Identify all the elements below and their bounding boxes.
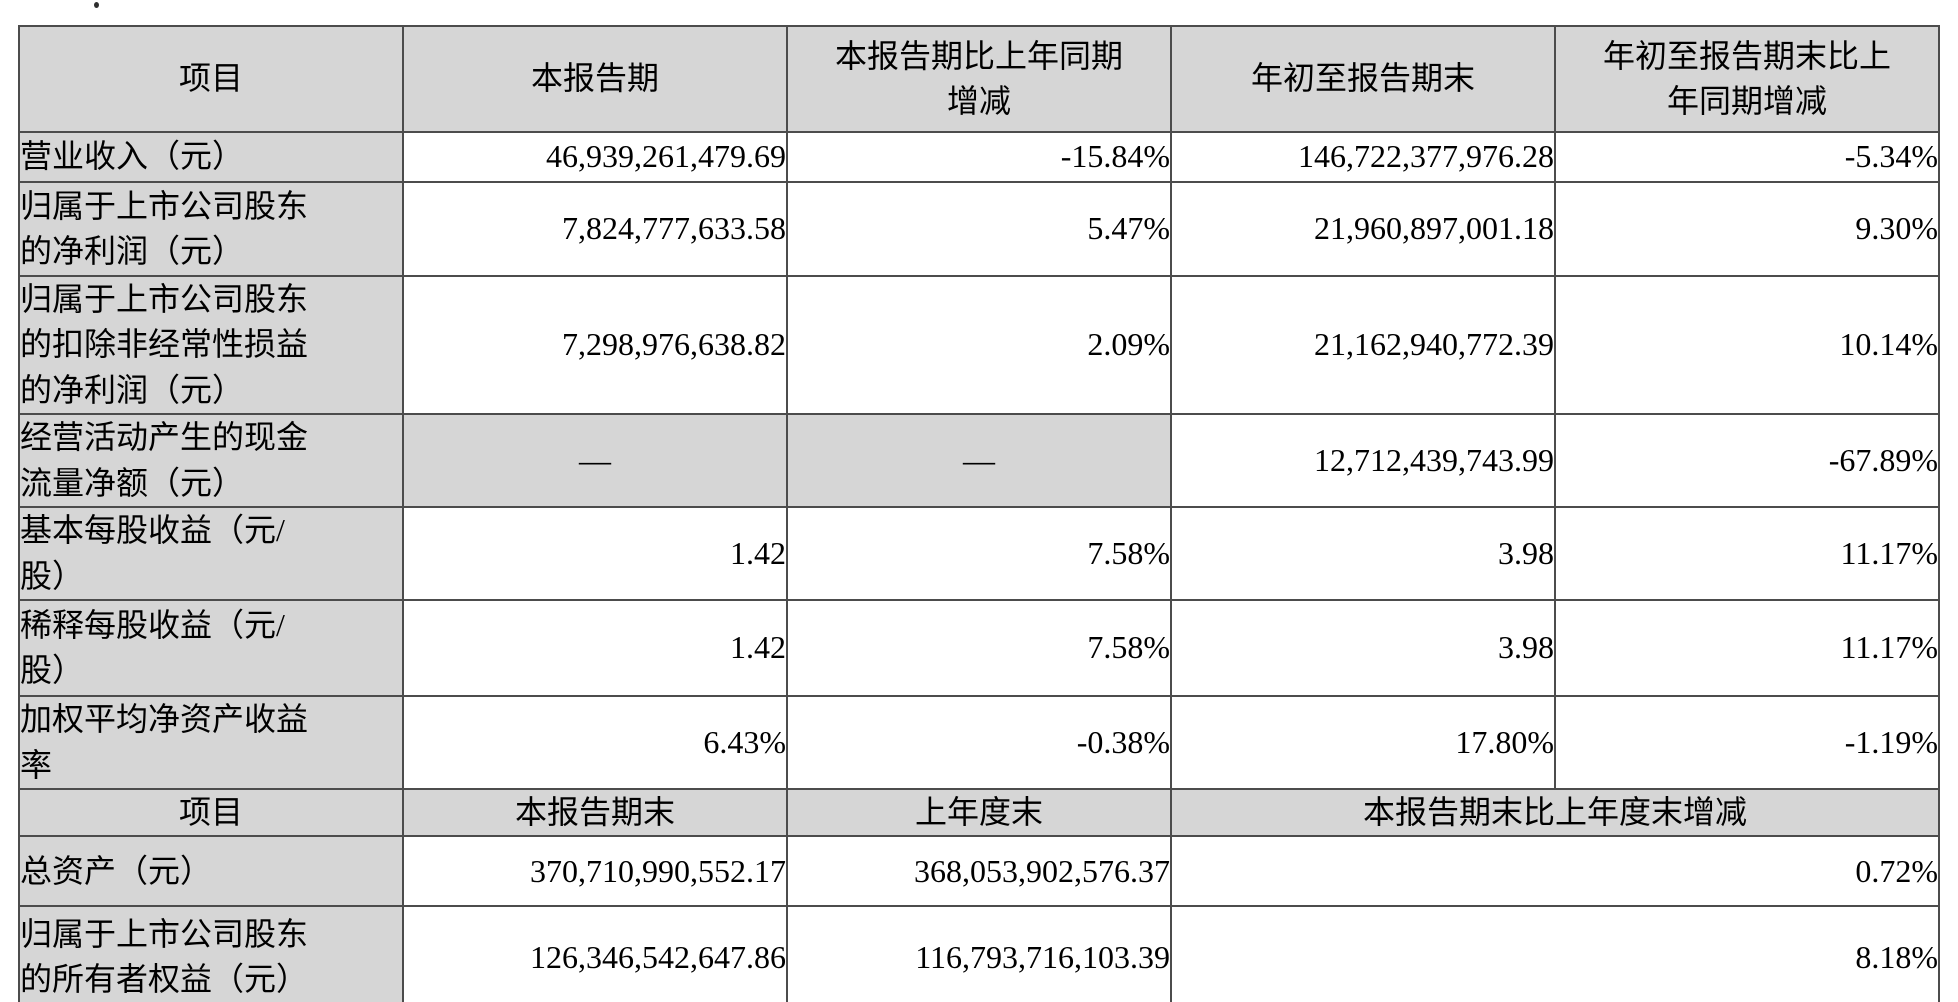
- cell-ytd: 12,712,439,743.99: [1170, 413, 1556, 509]
- cell-ytd-yoy-change: 10.14%: [1554, 274, 1940, 416]
- cell-current-period: 1.42: [402, 599, 788, 698]
- cell-yoy-change: -15.84%: [786, 131, 1172, 183]
- col-header-yoy-change: 本报告期比上年同期 增减: [786, 25, 1172, 133]
- cell-ytd: 17.80%: [1170, 695, 1556, 790]
- row-label: 营业收入（元）: [18, 131, 404, 183]
- table-row-net-profit: 归属于上市公司股东 的净利润（元） 7,824,777,633.58 5.47%…: [18, 181, 1940, 277]
- cell-yoy-change: 7.58%: [786, 599, 1172, 698]
- row-label: 加权平均净资产收益 率: [18, 695, 404, 790]
- cell-yoy-change: 2.09%: [786, 274, 1172, 416]
- cell-current-period: 7,824,777,633.58: [402, 181, 788, 277]
- col-header-item-2: 项目: [18, 787, 404, 838]
- cell-current-period: 1.42: [402, 506, 788, 602]
- col-header-end-vs-prev-change: 本报告期末比上年度末增减: [1170, 787, 1940, 838]
- row-label: 归属于上市公司股东 的净利润（元）: [18, 181, 404, 277]
- cell-ytd: 21,960,897,001.18: [1170, 181, 1556, 277]
- cell-current-period: 6.43%: [402, 695, 788, 790]
- row-label: 经营活动产生的现金 流量净额（元）: [18, 413, 404, 509]
- cell-prev-year-end: 368,053,902,576.37: [786, 835, 1172, 908]
- cell-current-period-dash: —: [402, 413, 788, 509]
- row-label: 基本每股收益（元/ 股）: [18, 506, 404, 602]
- key-financials-table: 项目 本报告期 本报告期比上年同期 增减 年初至报告期末 年初至报告期末比上 年…: [18, 25, 1940, 1002]
- col-header-item: 项目: [18, 25, 404, 133]
- cell-yoy-change: 5.47%: [786, 181, 1172, 277]
- table-row-diluted-eps: 稀释每股收益（元/ 股） 1.42 7.58% 3.98 11.17%: [18, 599, 1940, 698]
- row-label: 稀释每股收益（元/ 股）: [18, 599, 404, 698]
- cell-ytd-yoy-change: -5.34%: [1554, 131, 1940, 183]
- col-header-current-period: 本报告期: [402, 25, 788, 133]
- cell-prev-year-end: 116,793,716,103.39: [786, 905, 1172, 1002]
- cell-period-end: 370,710,990,552.17: [402, 835, 788, 908]
- cell-period-end: 126,346,542,647.86: [402, 905, 788, 1002]
- stray-mark: [94, 2, 99, 8]
- cell-ytd: 3.98: [1170, 599, 1556, 698]
- table-row-basic-eps: 基本每股收益（元/ 股） 1.42 7.58% 3.98 11.17%: [18, 506, 1940, 602]
- col-header-period-end: 本报告期末: [402, 787, 788, 838]
- row-label: 归属于上市公司股东 的所有者权益（元）: [18, 905, 404, 1002]
- table-row-net-profit-excl-nonrecurring: 归属于上市公司股东 的扣除非经常性损益 的净利润（元） 7,298,976,63…: [18, 274, 1940, 416]
- cell-end-change: 8.18%: [1170, 905, 1940, 1002]
- cell-ytd: 3.98: [1170, 506, 1556, 602]
- cell-ytd-yoy-change: -67.89%: [1554, 413, 1940, 509]
- cell-yoy-change: -0.38%: [786, 695, 1172, 790]
- col-header-prev-year-end: 上年度末: [786, 787, 1172, 838]
- table-header-row-2: 项目 本报告期末 上年度末 本报告期末比上年度末增减: [18, 787, 1940, 838]
- cell-ytd: 21,162,940,772.39: [1170, 274, 1556, 416]
- cell-current-period: 46,939,261,479.69: [402, 131, 788, 183]
- table-row-operating-cash-flow: 经营活动产生的现金 流量净额（元） — — 12,712,439,743.99 …: [18, 413, 1940, 509]
- col-header-ytd-yoy-change: 年初至报告期末比上 年同期增减: [1554, 25, 1940, 133]
- table-row-owners-equity: 归属于上市公司股东 的所有者权益（元） 126,346,542,647.86 1…: [18, 905, 1940, 1002]
- table-header-row-1: 项目 本报告期 本报告期比上年同期 增减 年初至报告期末 年初至报告期末比上 年…: [18, 25, 1940, 133]
- table-row-revenue: 营业收入（元） 46,939,261,479.69 -15.84% 146,72…: [18, 131, 1940, 183]
- row-label: 总资产（元）: [18, 835, 404, 908]
- cell-yoy-change: 7.58%: [786, 506, 1172, 602]
- table-row-total-assets: 总资产（元） 370,710,990,552.17 368,053,902,57…: [18, 835, 1940, 908]
- cell-current-period: 7,298,976,638.82: [402, 274, 788, 416]
- row-label: 归属于上市公司股东 的扣除非经常性损益 的净利润（元）: [18, 274, 404, 416]
- table-row-weighted-avg-roe: 加权平均净资产收益 率 6.43% -0.38% 17.80% -1.19%: [18, 695, 1940, 790]
- cell-ytd: 146,722,377,976.28: [1170, 131, 1556, 183]
- cell-ytd-yoy-change: 9.30%: [1554, 181, 1940, 277]
- cell-ytd-yoy-change: -1.19%: [1554, 695, 1940, 790]
- cell-ytd-yoy-change: 11.17%: [1554, 506, 1940, 602]
- cell-end-change: 0.72%: [1170, 835, 1940, 908]
- cell-yoy-change-dash: —: [786, 413, 1172, 509]
- cell-ytd-yoy-change: 11.17%: [1554, 599, 1940, 698]
- col-header-ytd: 年初至报告期末: [1170, 25, 1556, 133]
